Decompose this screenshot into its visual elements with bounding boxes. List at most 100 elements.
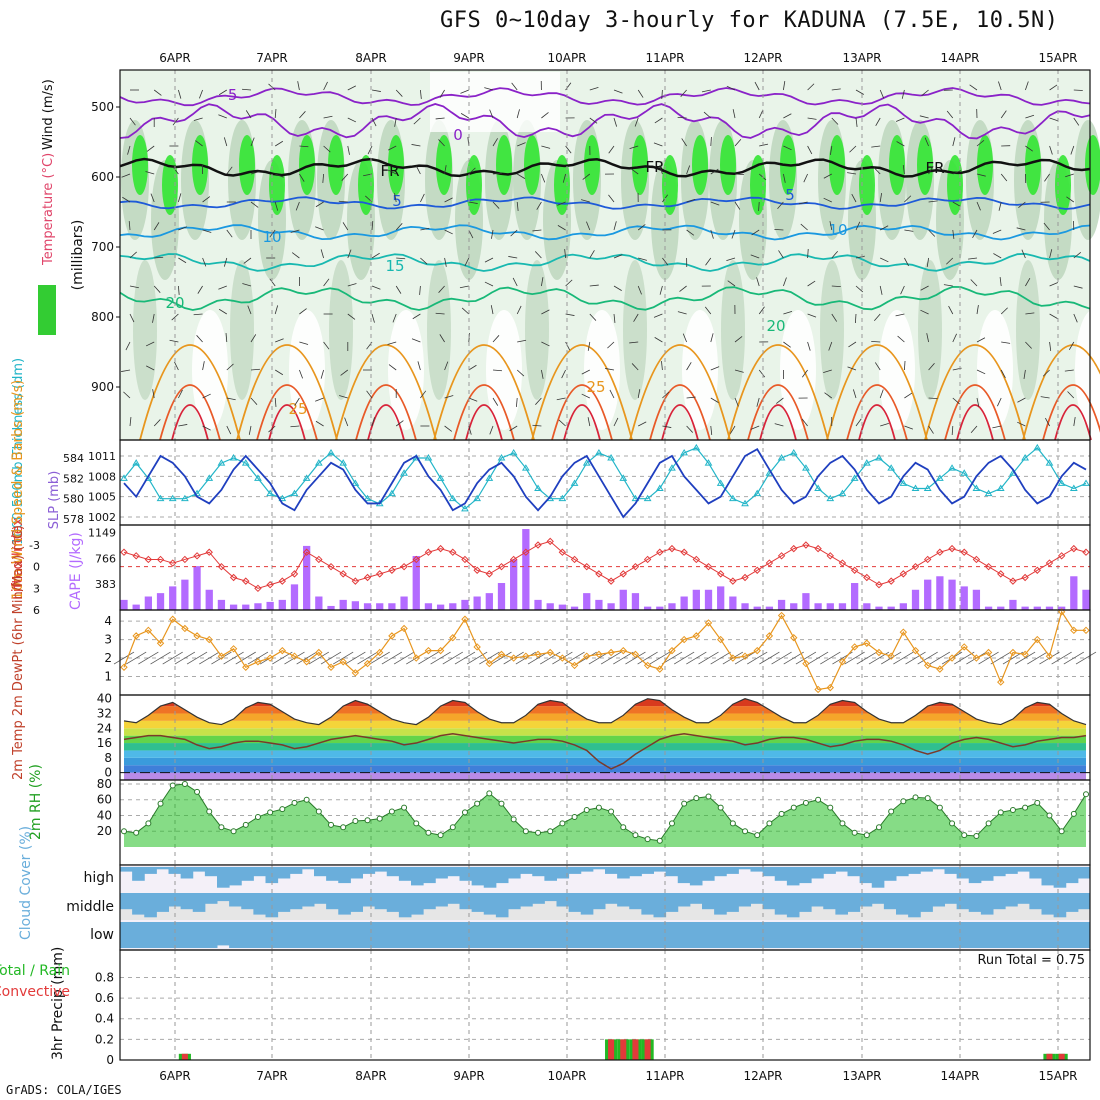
rh-line-point [717, 804, 724, 811]
cloud-cell-middle [471, 893, 485, 912]
cloud-cell-middle [1017, 893, 1030, 904]
wind-barb [1042, 369, 1050, 377]
wind-barb [783, 277, 787, 287]
y-tick-label: 3 [104, 633, 112, 647]
wind-barb [783, 81, 786, 91]
cloud-cell-middle [520, 893, 533, 907]
cloud-cell-low [883, 922, 897, 948]
cape-bar [400, 596, 408, 610]
wind-barb [371, 417, 375, 427]
wind-barb [605, 368, 615, 371]
lifted-index-line-point [863, 573, 871, 582]
wind-barb [218, 89, 228, 96]
wind-barb [430, 651, 451, 665]
x-tick-label-bottom: 14APR [940, 1069, 979, 1083]
rh-line-point [595, 804, 602, 811]
lifted-index-line-point [144, 555, 153, 564]
wind-speed-line-point [790, 634, 798, 642]
rh-line-point [181, 780, 188, 787]
wind-barb [874, 362, 881, 371]
wind-barb [492, 397, 499, 406]
cloud-cell-middle [799, 893, 812, 912]
thickness-line-point [181, 494, 189, 502]
thickness-line-point [716, 479, 725, 486]
rh-dry-zone [1075, 310, 1100, 430]
wind-barb [395, 285, 402, 294]
cape-bar [449, 603, 457, 610]
cloud-cell-middle [677, 893, 691, 907]
cloud-cell-middle [847, 893, 861, 912]
isotherm-line [551, 384, 613, 441]
rh-shade [427, 260, 451, 400]
cloud-cell-high [605, 867, 618, 874]
cape-bar [327, 605, 335, 610]
isotherm-line [139, 344, 241, 441]
wind-barb [226, 229, 233, 238]
thickness-line-point [217, 459, 226, 466]
wind-speed-line-point [643, 661, 652, 670]
thickness-line-point [388, 489, 396, 497]
wind-barb [492, 335, 500, 343]
wind-barb [686, 396, 696, 399]
rh-shade-high [239, 135, 255, 195]
lifted-index-line-point [181, 555, 189, 564]
x-tick-label-bottom: 7APR [256, 1069, 287, 1083]
rh-area [124, 783, 1086, 847]
lifted-index-line-point [607, 577, 615, 585]
wind-barb [274, 305, 279, 315]
wind-barb [218, 285, 227, 290]
cloud-cell-low [386, 922, 400, 948]
wind-barb [998, 201, 1002, 211]
cloud-cell-high [956, 867, 970, 879]
cape-bar [1021, 606, 1029, 610]
x-tick-label-top: 15APR [1038, 51, 1077, 65]
cloud-cell-high [847, 867, 861, 877]
y-tick-label-left: 0 [33, 561, 40, 574]
wind-barb [920, 309, 929, 315]
wind-speed-line-point [777, 611, 786, 620]
wind-barb [541, 173, 546, 183]
rh-line-point [498, 800, 505, 807]
lifted-index-line-point [376, 570, 384, 578]
y-tick-label: 1 [104, 670, 112, 684]
wind-barb [734, 336, 743, 343]
rh-dry-zone [977, 310, 1013, 430]
wind-barb [274, 108, 277, 119]
wind-barb [393, 651, 415, 665]
wind-barb [169, 339, 179, 343]
wind-barb [534, 251, 542, 259]
wind-barb [556, 397, 566, 401]
wind-barb [152, 313, 155, 323]
cape-bar [1070, 576, 1078, 610]
lifted-index-line-point [716, 570, 725, 578]
wind-barb [564, 249, 566, 259]
wind-barb [323, 278, 330, 287]
wind-barb [677, 311, 687, 315]
cloud-cell-middle [702, 893, 715, 910]
wind-barb [710, 366, 720, 371]
wind-barb [868, 651, 890, 665]
rh-line-point [668, 820, 675, 827]
cloud-cell-low [556, 922, 570, 948]
wind-barb [705, 257, 712, 266]
cape-bar [814, 603, 822, 610]
wind-barb [541, 369, 544, 379]
cloud-cell-high [726, 867, 739, 874]
rh-line-point [388, 808, 395, 815]
wind-speed-line-point [704, 619, 713, 627]
cloud-cell-high [908, 867, 921, 874]
wind-speed-line-point [266, 654, 274, 662]
wind-barb [557, 225, 566, 231]
cloud-cell-middle [762, 893, 776, 910]
wind-barb [1049, 145, 1053, 155]
wind-barb [274, 140, 284, 147]
wind-barb [435, 312, 445, 315]
wind-barb [1044, 173, 1050, 182]
y-axis-label: 10m Wind Speed & Barbs (m/s) [10, 380, 26, 600]
cloud-cell-middle [326, 893, 339, 910]
cloud-cell-high [823, 867, 836, 874]
cape-bar [376, 603, 384, 610]
thickness-line-point [728, 494, 737, 502]
lifted-index-line-point [400, 562, 408, 571]
cloud-cell-high [338, 867, 351, 884]
